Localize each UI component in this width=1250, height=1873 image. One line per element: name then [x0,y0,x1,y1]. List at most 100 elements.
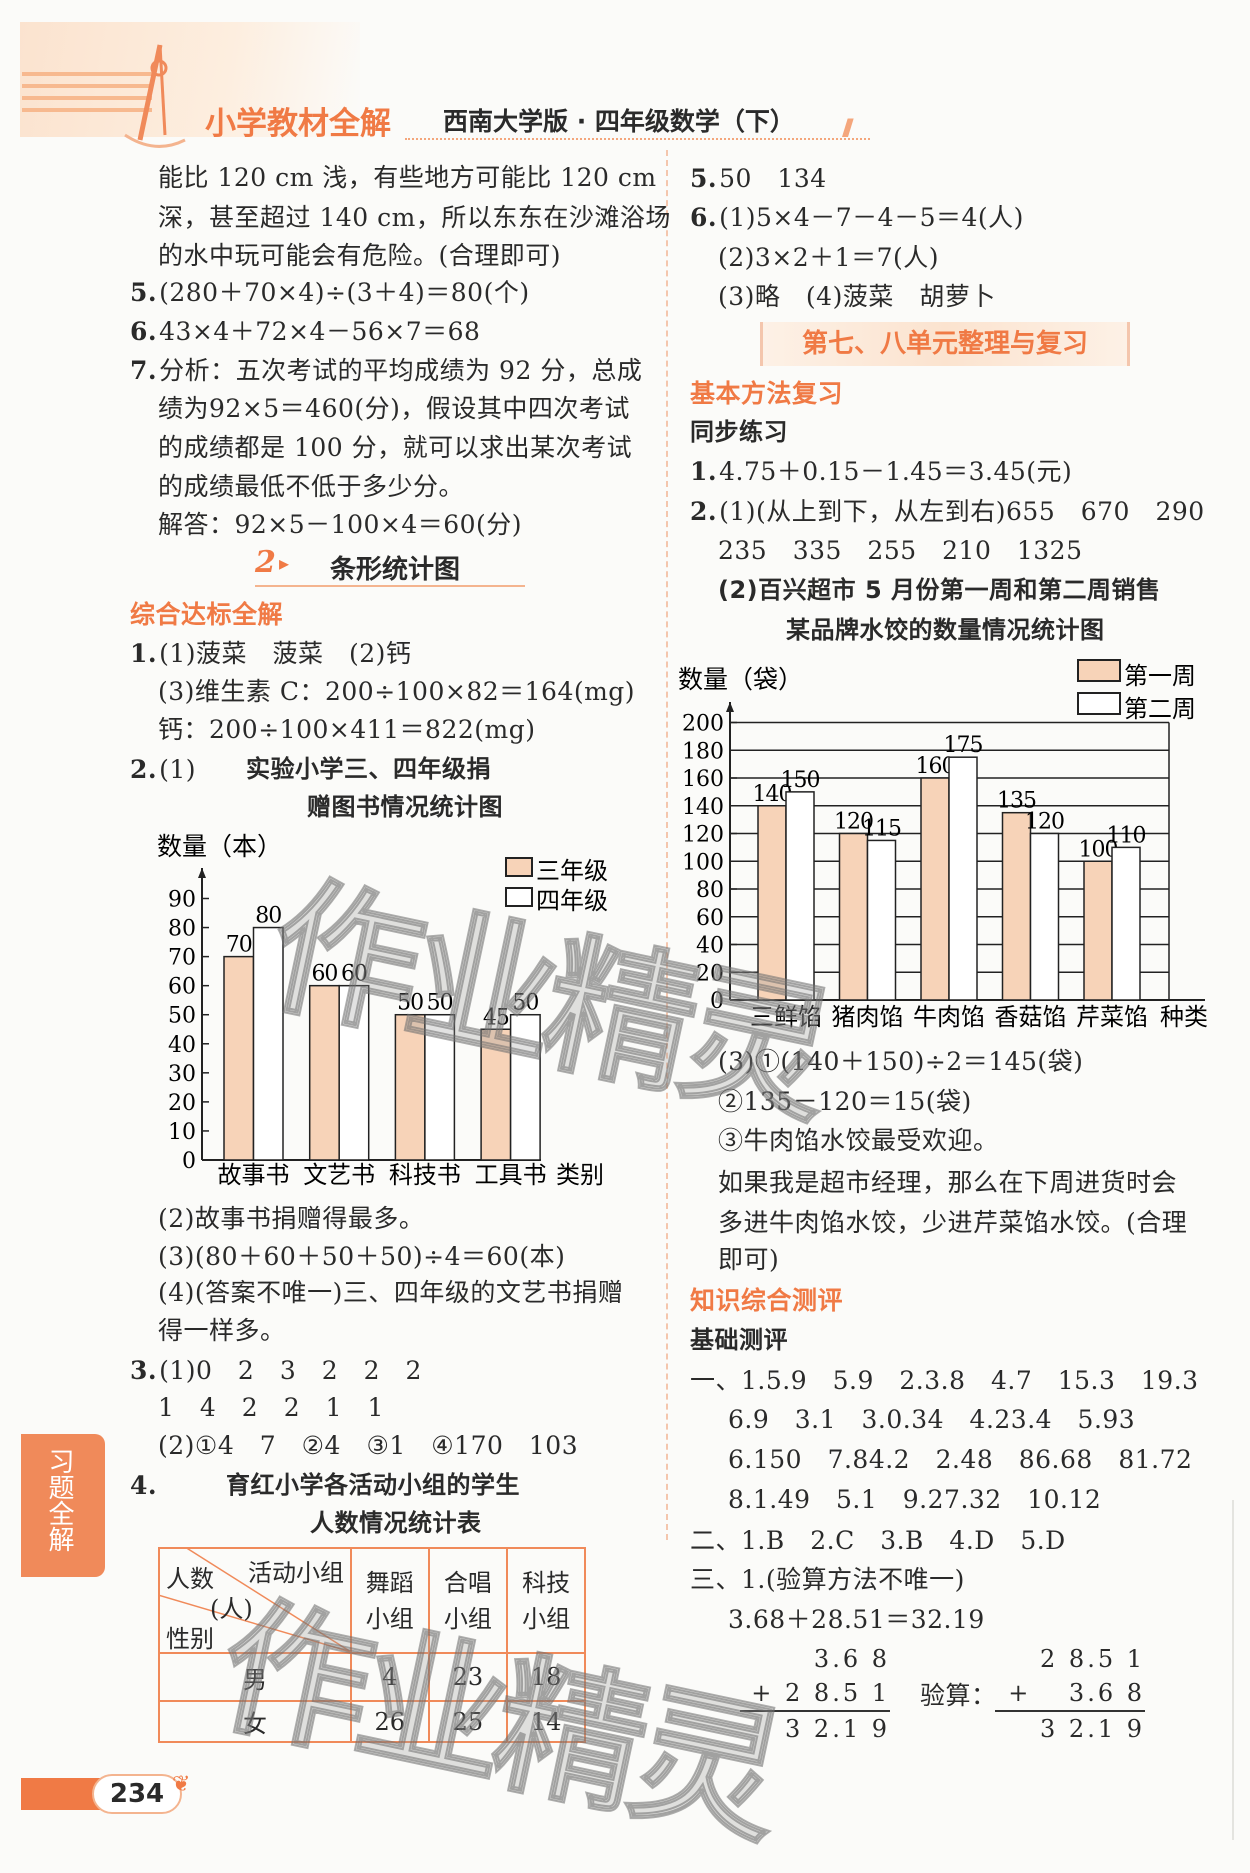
x-tick-label: 芹菜馅 [1076,1003,1148,1031]
corner-label-quantity: 人数 [166,1565,214,1593]
bar [424,1013,456,1161]
text-line: 得一样多。 [158,1316,286,1345]
y-tick-label: 10 [168,1120,196,1145]
text-line: 3.68＋28.51＝32.19 [728,1605,985,1634]
text-line: 235 335 255 210 1325 [718,536,1083,565]
cell: 14 [506,1700,586,1743]
answer-line: 1.(1)菠菜 菠菜 (2)钙 [130,634,411,673]
vertical-check: 2 8.5 1 + 3.6 8 3 2.1 9 [995,1642,1145,1746]
item-number: 4. [130,1471,158,1500]
book-edition: 西南大学版 · 四年级数学（下） [443,107,795,136]
table-header-row: 人数 活动小组 (人) 性别 舞蹈 小组 合唱 小组 科技 小组 [158,1547,586,1654]
answer-text: (1) [159,755,197,784]
text-line: ②135－120＝15(袋) [718,1087,972,1116]
subhead: 基础测评 [690,1326,788,1354]
header-rule [405,138,870,140]
addend: + 3.6 8 [995,1676,1145,1712]
leaf-icon: ❦ [172,1772,191,1797]
legend-swatch [505,887,533,907]
bar [757,805,787,1001]
answer-line: 6.43×4＋72×4－56×7＝68 [130,312,480,351]
legend-label: 第二周 [1124,695,1196,723]
bar [509,1013,541,1161]
subsection-heading: 知识综合测评 [690,1286,844,1315]
y-tick-label: 200 [682,712,724,737]
item-number: 1. [690,457,718,486]
section-number: 2 [255,545,276,580]
text-line: 的成绩最低不低于多少分。 [158,472,465,501]
data-label: 150 [781,768,820,793]
text-line: 6.150 7.84.2 2.48 86.68 81.72 [728,1445,1193,1474]
data-label: 45 [483,1005,509,1030]
y-tick-label: 80 [696,878,724,903]
bar [1111,846,1141,1001]
data-label: 135 [997,789,1036,814]
text-line: (3)维生素 C：200÷100×82＝164(mg) [158,677,636,706]
data-label: 160 [916,754,955,779]
corner-label-unit: (人) [210,1595,253,1623]
vertical-addition: 3.6 8 + 2 8.5 1 3 2.1 9 [740,1642,890,1746]
chart2-title: 某品牌水饺的数量情况统计图 [786,616,1105,644]
chart1-title-line2: 赠图书情况统计图 [307,793,503,821]
answer-text: (1)(从上到下，从左到右)655 670 290 [719,497,1205,526]
data-label: 50 [397,991,423,1016]
text-line: 1 4 2 2 1 1 [158,1393,384,1422]
activity-group-table: 人数 活动小组 (人) 性别 舞蹈 小组 合唱 小组 科技 小组 男 4 23 18 … [158,1547,586,1743]
text-line: 如果我是超市经理，那么在下周进货时会 [718,1168,1178,1197]
side-tab-label: 习题全解 [44,1448,74,1552]
x-tick-label: 香菇馅 [995,1003,1067,1031]
unit-review-banner: 第七、八单元整理与复习 [760,322,1130,366]
cell: 23 [427,1652,509,1702]
table-corner-cell: 人数 活动小组 (人) 性别 [158,1547,352,1654]
column-header-dance: 舞蹈 小组 [349,1547,430,1654]
bar [1083,860,1113,1001]
legend-label: 三年级 [536,857,608,885]
bar [838,832,869,1001]
item-number: 5. [690,164,718,193]
answer-text: (280＋70×4)÷(3＋4)＝80(个) [159,278,530,307]
header-hatch: //// [842,116,853,141]
header-text: 小组 [365,1604,414,1633]
bar [394,1013,426,1161]
y-tick-label: 120 [682,823,724,848]
answer-line: 5.(280＋70×4)÷(3＋4)＝80(个) [130,273,530,312]
data-label: 80 [255,904,281,929]
data-label: 60 [341,962,367,987]
header-stripe [22,96,152,100]
header-stripe [22,108,152,112]
sum: 3 2.1 9 [1040,1715,1145,1743]
column-divider [666,150,668,1540]
y-tick-label: 20 [696,961,724,986]
answer-line: 4. [130,1466,159,1505]
y-tick-label: 40 [696,934,724,959]
sum: 3 2.1 9 [785,1715,890,1743]
table-row: 男 4 23 18 [158,1652,586,1702]
text-line: ③牛肉馅水饺最受欢迎。 [718,1126,999,1155]
bar [920,777,950,1001]
text-line: 一、1.5.9 5.9 2.3.8 4.7 15.3 19.3 [690,1366,1199,1395]
data-label: 70 [226,933,252,958]
subhead: 同步练习 [690,418,788,446]
x-tick-label: 科技书 [389,1161,461,1189]
page-edge [1232,1500,1234,1840]
y-tick-label: 90 [168,888,196,913]
y-tick-label: 40 [168,1033,196,1058]
y-tick-label: 80 [168,917,196,942]
y-tick-label: 0 [182,1149,196,1174]
y-axis-label: 数量（袋） [678,665,803,694]
y-tick-label: 180 [682,739,724,764]
text-line: (2)①4 7 ②4 ③1 ④170 103 [158,1431,579,1460]
bar [308,984,340,1161]
x-tick-label: 故事书 [218,1161,290,1189]
y-axis-arrow-icon [198,868,206,878]
data-label: 120 [1025,810,1064,835]
data-label: 115 [862,816,901,841]
bar [785,791,815,1001]
item-number: 2. [130,755,158,784]
row-label: 男 [158,1652,352,1702]
text-line: 深，甚至超过 140 cm，所以东东在沙滩浴场 [158,203,671,232]
column-header-tech: 科技 小组 [506,1547,586,1654]
subsection-heading: 基本方法复习 [690,379,844,408]
answer-line: 5.50 134 [690,159,827,198]
addend: 3.6 8 [813,1645,890,1673]
